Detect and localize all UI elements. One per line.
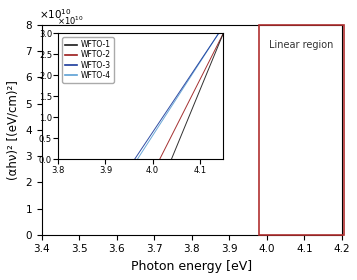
Y-axis label: (αhν)² [(eV/cm)²]: (αhν)² [(eV/cm)²] (7, 80, 20, 180)
Bar (259, 25, 344, 235)
Text: Linear region: Linear region (269, 40, 334, 50)
Text: $\times10^{10}$: $\times10^{10}$ (39, 7, 72, 21)
X-axis label: Photon energy [eV]: Photon energy [eV] (131, 260, 252, 273)
